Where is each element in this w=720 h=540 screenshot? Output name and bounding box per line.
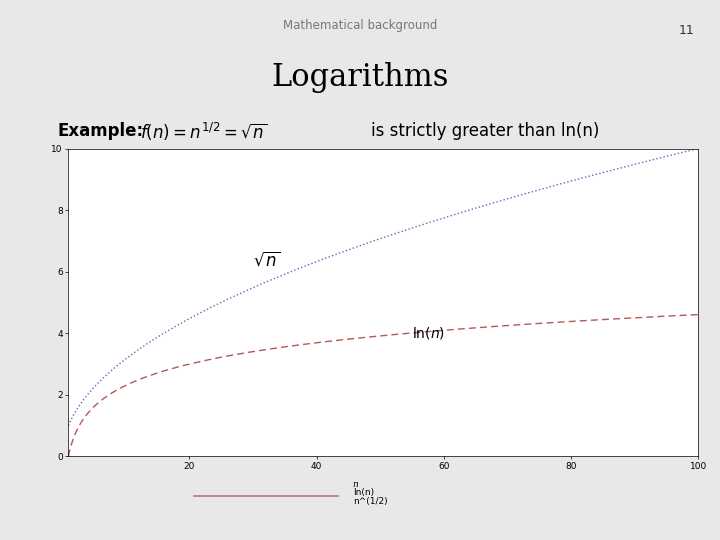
Text: $\ln(n)$: $\ln(n)$ [412, 325, 445, 341]
Text: Example:: Example: [58, 122, 144, 139]
Text: ln(n): ln(n) [353, 488, 374, 497]
Text: n: n [353, 481, 359, 489]
Text: 11: 11 [679, 24, 695, 37]
Text: n^(1/2): n^(1/2) [353, 497, 387, 505]
Text: is strictly greater than ln(n): is strictly greater than ln(n) [371, 122, 599, 139]
Text: Logarithms: Logarithms [271, 62, 449, 93]
Text: $\sqrt{n}$: $\sqrt{n}$ [253, 251, 280, 269]
Text: $f(n) = n^{1/2} = \sqrt{n}$: $f(n) = n^{1/2} = \sqrt{n}$ [140, 120, 268, 143]
Text: Mathematical background: Mathematical background [283, 19, 437, 32]
